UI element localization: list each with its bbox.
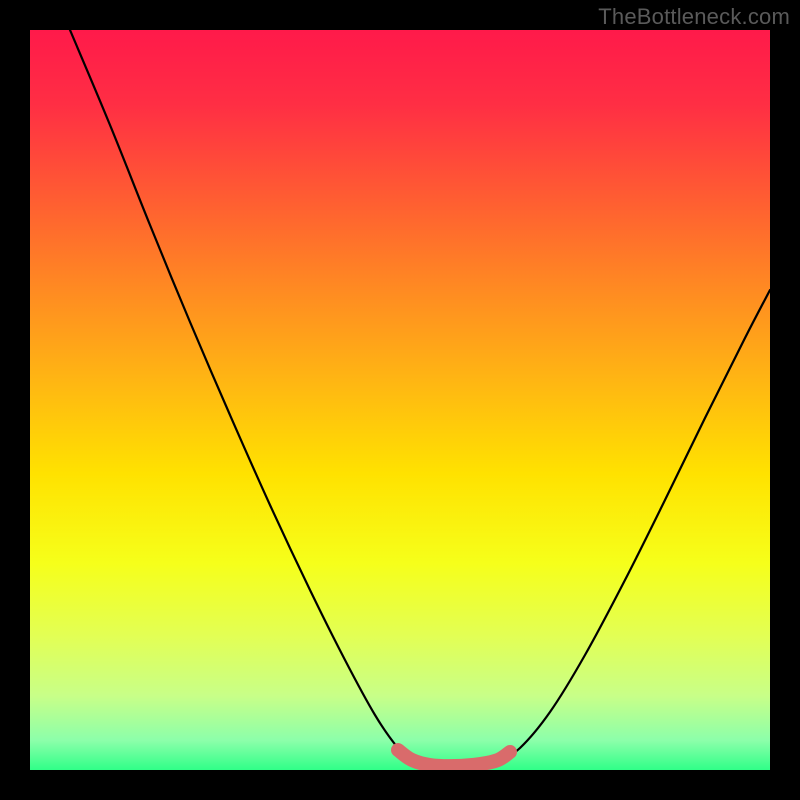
bottleneck-curve-plot — [0, 0, 800, 800]
watermark-text: TheBottleneck.com — [598, 4, 790, 30]
gradient-background — [30, 30, 770, 770]
chart-container: TheBottleneck.com — [0, 0, 800, 800]
